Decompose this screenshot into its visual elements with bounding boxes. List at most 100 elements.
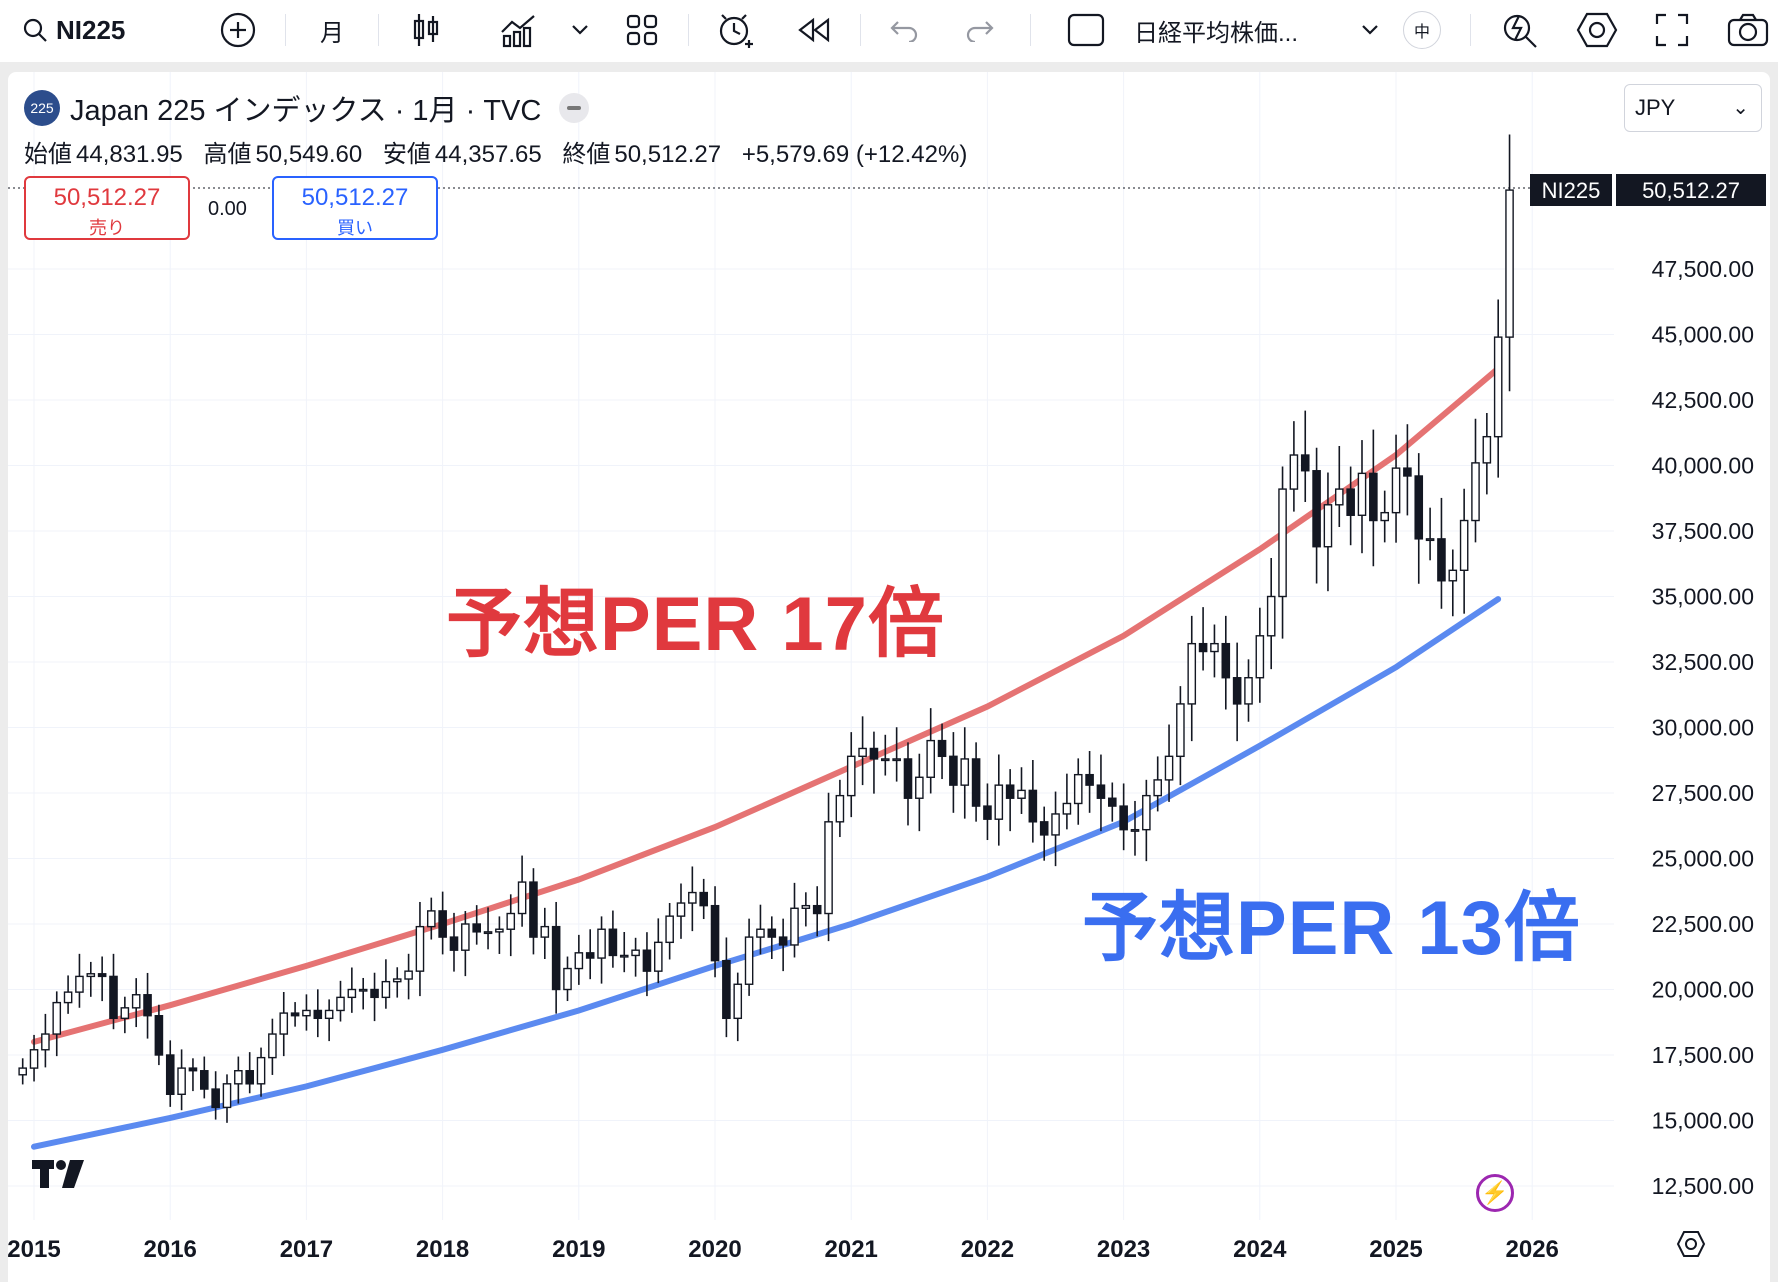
sell-label: 売り [89,218,125,238]
candle-body [52,1001,62,1035]
square-icon [1067,13,1105,47]
candle-body [131,994,141,1009]
currency-select[interactable]: JPY ⌄ [1624,84,1762,132]
time-tick-label: 2016 [144,1236,197,1263]
snapshot-button[interactable] [1726,8,1770,52]
close-value: 50,512.27 [614,141,722,168]
candles-icon [413,14,439,46]
candle-body [937,739,947,758]
time-tick-label: 2026 [1506,1236,1559,1263]
candle-body [1039,821,1049,836]
alert-button[interactable] [714,8,758,52]
spread-value: 0.00 [208,198,247,220]
flash-icon[interactable]: ⚡ [1476,1174,1514,1212]
candle-body [426,910,436,928]
candle-body [1482,435,1492,464]
candle-body [1323,504,1333,548]
candle-body [767,928,777,938]
undo-button[interactable] [888,8,920,52]
indicators-dropdown[interactable] [568,8,592,52]
price-tick-label: 25,000.00 [1652,846,1754,872]
candle-body [949,755,958,786]
buy-price: 50,512.27 [301,184,409,211]
settings-button[interactable] [1576,8,1618,52]
template-name[interactable]: 日経平均株価... [1134,19,1299,47]
candle-body [880,758,890,762]
candle-body [1164,755,1174,781]
candle-body [1210,642,1219,653]
open-label: 始値 [24,141,72,168]
time-tick-label: 2018 [416,1236,469,1263]
symbol-search-button[interactable]: NI225 [22,8,125,52]
sell-button[interactable]: 50,512.27 売り [24,176,190,240]
rewind-icon [798,17,830,43]
fullscreen-button[interactable] [1654,8,1690,52]
buy-button[interactable]: 50,512.27 買い [272,176,438,240]
candle-body [472,923,481,933]
candle-body [256,1056,266,1085]
candle-body [1096,784,1106,799]
per17-annotation[interactable]: 予想PER 17倍 [446,582,945,667]
time-tick-label: 2020 [688,1236,741,1263]
buy-label: 買い [337,218,373,238]
candle-body [551,925,561,991]
candle-body [1448,569,1458,582]
camera-icon [1727,13,1769,47]
redo-button[interactable] [964,8,996,52]
candle-body [165,1054,175,1095]
candle-body [245,1070,254,1085]
candle-body [1369,472,1378,522]
candle-body [892,758,901,762]
chart-panel [8,72,1770,1282]
toolbar-divider [285,14,286,46]
candle-body [983,805,992,820]
candle-body [1357,472,1367,516]
candle-body [1142,794,1151,831]
candle-body [109,975,118,1020]
candle-body [279,1012,289,1035]
candle-body [392,978,402,983]
candle-body [1403,467,1412,477]
chart-type-button[interactable] [406,8,446,52]
toolbar-divider [1030,14,1031,46]
alarm-clock-icon [719,14,753,48]
candle-body [563,967,572,991]
compare-button[interactable] [216,8,260,52]
interval-button[interactable]: 月 [320,19,344,47]
collapse-legend-button[interactable] [559,93,590,123]
per13-annotation[interactable]: 予想PER 13倍 [1082,886,1581,971]
candle-body [1119,805,1128,831]
language-button[interactable]: 中 [1402,8,1442,52]
axis-settings-button[interactable] [1676,1230,1706,1263]
series-title[interactable]: Japan 225 インデックス · 1月 · TVC [70,95,542,127]
candle-body [585,952,595,959]
price-tick-label: 27,500.00 [1652,780,1754,806]
candle-body [744,936,754,985]
candle-body [234,1070,243,1085]
candle-body [199,1070,209,1090]
candle-body [211,1088,220,1109]
candle-body [438,910,447,938]
time-tick-label: 2017 [280,1236,333,1263]
quick-search-button[interactable] [1500,8,1540,52]
candle-body [222,1083,232,1109]
price-tick-label: 15,000.00 [1652,1108,1754,1134]
time-tick-label: 2023 [1097,1236,1150,1263]
price-tick-label: 35,000.00 [1652,584,1754,610]
last-price-tag: NI225 50,512.27 [1530,174,1766,206]
hexagon-settings-icon [1576,12,1618,48]
layouts-button[interactable] [622,8,662,52]
price-tick-label: 12,500.00 [1652,1173,1754,1199]
time-tick-label: 2022 [961,1236,1014,1263]
legend-title-row: 225 Japan 225 インデックス · 1月 · TVC [24,88,590,128]
undo-icon [890,21,918,42]
candle-body [869,747,879,760]
candle-body [177,1067,186,1095]
replay-button[interactable] [794,8,834,52]
template-dropdown[interactable] [1358,8,1382,52]
indicators-button[interactable] [498,8,540,52]
candle-body [404,970,413,980]
template-checkbox[interactable] [1066,8,1106,52]
candle-body [75,975,84,993]
